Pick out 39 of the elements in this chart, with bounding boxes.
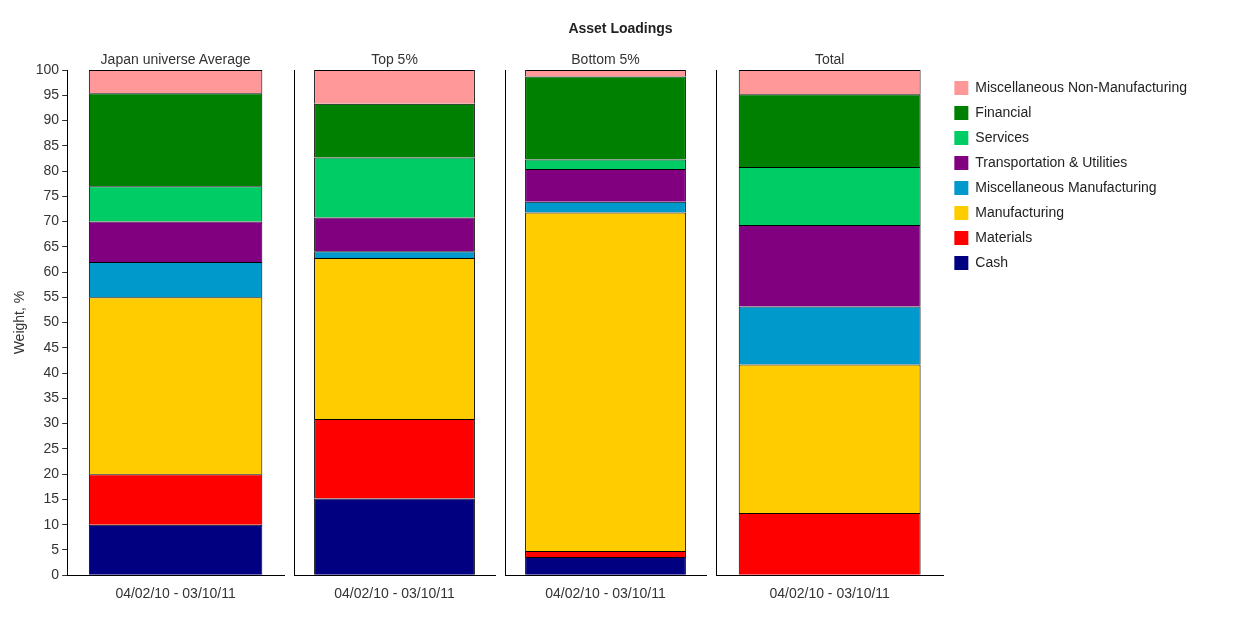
y-tick-label: 70 [43, 212, 60, 229]
y-tick-label: 45 [43, 338, 60, 355]
y-tick-label: 25 [43, 439, 60, 456]
y-tick-label: 50 [43, 313, 60, 330]
x-tick-label: 04/02/10 - 03/10/11 [545, 585, 666, 602]
y-axis-title: Weight, % [11, 290, 28, 355]
y-tick-label: 35 [43, 389, 60, 406]
chart-title: Japan universe Average [100, 50, 251, 67]
y-tick-label: 75 [43, 187, 60, 204]
y-tick-label: 80 [43, 161, 60, 178]
y-tick-label: 85 [43, 136, 60, 153]
y-tick-label: 10 [43, 515, 60, 532]
x-tick-label: 04/02/10 - 03/10/11 [334, 585, 455, 602]
chart-title: Top 5% [371, 50, 418, 67]
y-tick-label: 30 [43, 414, 60, 431]
y-tick-label: 65 [43, 237, 60, 254]
y-tick-label: 40 [43, 363, 60, 380]
y-tick-label: 0 [51, 566, 60, 583]
legend-label: Transportation & Utilities [975, 153, 1128, 170]
y-tick-label: 100 [35, 60, 60, 77]
legend-label: Manufacturing [975, 203, 1065, 220]
chart-title: Bottom 5% [571, 50, 640, 67]
y-tick-label: 15 [43, 490, 60, 507]
y-tick-label: 55 [43, 288, 60, 305]
x-tick-label: 04/02/10 - 03/10/11 [769, 585, 891, 602]
y-tick-label: 95 [43, 86, 60, 103]
legend-label: Financial [975, 103, 1032, 120]
y-tick-label: 60 [43, 262, 60, 279]
legend-label: Miscellaneous Manufacturing [975, 178, 1157, 195]
text: Asset Loadings [568, 20, 673, 36]
chart-title: Total [814, 50, 845, 67]
legend-label: Miscellaneous Non-Manufacturing [975, 78, 1188, 95]
y-tick-label: 90 [43, 111, 60, 128]
x-tick-label: 04/02/10 - 03/10/11 [115, 585, 236, 602]
y-tick-label: 5 [51, 540, 60, 557]
legend-label: Services [975, 128, 1030, 145]
legend-label: Materials [975, 228, 1033, 245]
legend-label: Cash [975, 253, 1009, 270]
y-tick-label: 20 [43, 465, 60, 482]
